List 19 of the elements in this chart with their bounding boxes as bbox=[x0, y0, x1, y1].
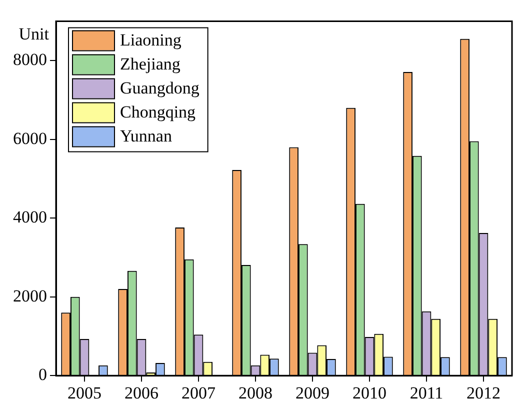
y-tick-label: 6000 bbox=[13, 128, 47, 148]
legend-label: Chongqing bbox=[120, 102, 196, 122]
legend-label: Liaoning bbox=[120, 30, 182, 50]
x-tick-label: 2005 bbox=[68, 383, 102, 402]
legend-label: Guangdong bbox=[120, 78, 200, 98]
x-tick-label: 2012 bbox=[466, 383, 500, 402]
y-tick-label: 4000 bbox=[13, 208, 47, 227]
x-tick-label: 2007 bbox=[182, 383, 216, 402]
x-tick-label: 2010 bbox=[352, 383, 386, 402]
x-tick-label: 2011 bbox=[410, 383, 444, 402]
y-tick-label: 2000 bbox=[13, 286, 47, 306]
y-axis-title: Unit bbox=[18, 24, 50, 44]
y-tick-label: 8000 bbox=[13, 50, 47, 70]
x-tick-label: 2009 bbox=[296, 383, 330, 402]
x-tick-label: 2006 bbox=[124, 383, 158, 402]
x-tick-label: 2008 bbox=[238, 383, 272, 402]
legend-label: Zhejiang bbox=[120, 54, 181, 74]
legend-label: Yunnan bbox=[120, 126, 172, 146]
y-tick-label: 0 bbox=[38, 365, 47, 384]
